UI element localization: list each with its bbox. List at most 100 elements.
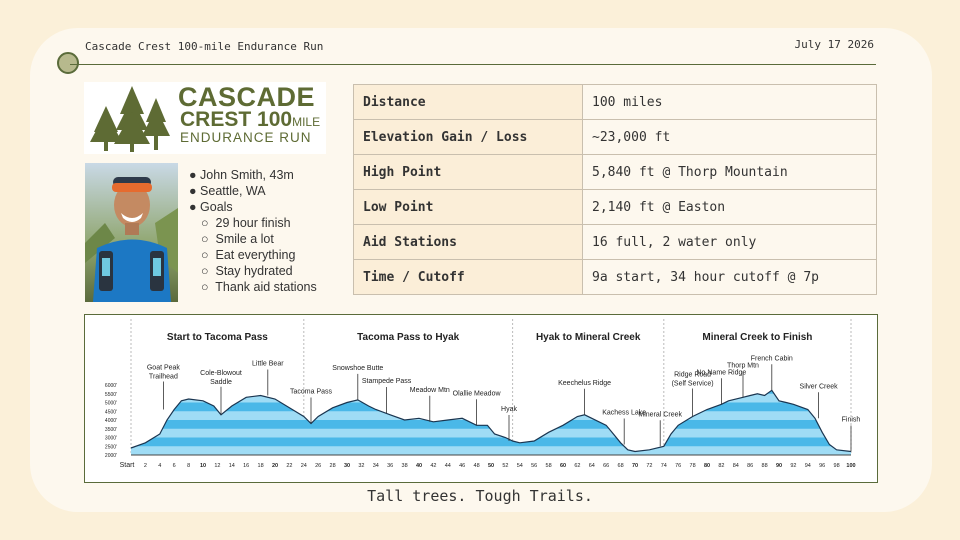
x-tick-label: 58 bbox=[546, 463, 552, 469]
profile-band bbox=[131, 411, 851, 420]
y-tick-label: 6000' bbox=[105, 383, 117, 389]
x-tick-label: 6 bbox=[173, 463, 176, 469]
profile-band bbox=[131, 428, 851, 438]
annotation-label: Silver Creek bbox=[800, 383, 839, 390]
x-tick-label: 78 bbox=[690, 463, 696, 469]
race-stats-table: Distance 100 miles Elevation Gain / Loss ~… bbox=[353, 84, 877, 295]
stat-value: 9a start, 34 hour cutoff @ 7p bbox=[582, 259, 877, 295]
x-tick-label: 90 bbox=[776, 463, 782, 469]
y-tick-label: 4000' bbox=[105, 418, 117, 424]
x-tick-label: 82 bbox=[718, 463, 724, 469]
stat-label: Elevation Gain / Loss bbox=[353, 119, 583, 155]
annotation-label: No Name Ridge bbox=[696, 369, 746, 376]
annotation-label: Mineral Creek bbox=[638, 411, 682, 418]
x-tick-label: 66 bbox=[603, 463, 609, 469]
x-tick-label: 36 bbox=[387, 463, 393, 469]
y-tick-label: 2500' bbox=[105, 444, 117, 450]
x-tick-label: 8 bbox=[187, 463, 190, 469]
header-date: July 17 2026 bbox=[794, 38, 874, 51]
section-heading: Tacoma Pass to Hyak bbox=[357, 332, 460, 343]
x-tick-label: 100 bbox=[846, 463, 855, 469]
annotation-label: Trailhead bbox=[149, 374, 178, 381]
annotation-label: Cole-Blowout bbox=[200, 370, 242, 377]
x-tick-label: 94 bbox=[805, 463, 811, 469]
x-tick-label: 84 bbox=[733, 463, 739, 469]
annotation-label: Little Bear bbox=[252, 361, 284, 368]
table-row: Low Point 2,140 ft @ Easton bbox=[353, 189, 877, 225]
annotation-label: (Self Service) bbox=[672, 381, 714, 388]
stat-value: 5,840 ft @ Thorp Mountain bbox=[582, 154, 877, 190]
annotation-label: Keechelus Ridge bbox=[558, 380, 611, 387]
x-tick-label: 38 bbox=[402, 463, 408, 469]
x-tick-label: 42 bbox=[430, 463, 436, 469]
trees-logo-icon bbox=[90, 86, 170, 152]
table-row: Aid Stations 16 full, 2 water only bbox=[353, 224, 877, 260]
runner-name: ● John Smith, 43m bbox=[189, 168, 294, 182]
annotation-label: Meadow Mtn bbox=[410, 387, 450, 394]
tagline: Tall trees. Tough Trails. bbox=[367, 487, 593, 505]
section-heading: Hyak to Mineral Creek bbox=[536, 332, 641, 343]
annotation-label: Ridge Road bbox=[674, 372, 711, 379]
stat-value: ~23,000 ft bbox=[582, 119, 877, 155]
annotation-label: Kachess Lake bbox=[602, 410, 646, 417]
stat-label: Time / Cutoff bbox=[353, 259, 583, 295]
table-row: High Point 5,840 ft @ Thorp Mountain bbox=[353, 154, 877, 190]
logo-100: 100 bbox=[257, 108, 293, 131]
x-tick-label: 60 bbox=[560, 463, 566, 469]
goal-item: ○ Eat everything bbox=[201, 248, 296, 262]
goal-item: ○ 29 hour finish bbox=[201, 216, 291, 230]
y-tick-label: 5000' bbox=[105, 401, 117, 407]
x-tick-label: 62 bbox=[574, 463, 580, 469]
annotation-label: Saddle bbox=[210, 379, 232, 386]
y-tick-label: 5500' bbox=[105, 392, 117, 398]
x-tick-label: 2 bbox=[144, 463, 147, 469]
runner-photo bbox=[85, 163, 178, 302]
x-tick-label: 96 bbox=[819, 463, 825, 469]
stat-value: 100 miles bbox=[582, 84, 877, 120]
goal-item: ○ Thank aid stations bbox=[201, 280, 317, 294]
annotation-label: Olallie Meadow bbox=[453, 390, 502, 397]
profile-area bbox=[131, 390, 851, 455]
annotation-label: Snowshoe Butte bbox=[332, 365, 383, 372]
logo-line2: CREST 100MILE bbox=[180, 108, 320, 132]
x-tick-label: 4 bbox=[158, 463, 161, 469]
runner-info: ● John Smith, 43m ● Seattle, WA ● Goals … bbox=[189, 167, 317, 295]
x-tick-label: 88 bbox=[762, 463, 768, 469]
runner-location: ● Seattle, WA bbox=[189, 184, 266, 198]
y-tick-label: 3500' bbox=[105, 427, 117, 433]
x-tick-label: 70 bbox=[632, 463, 638, 469]
x-tick-label: 92 bbox=[790, 463, 796, 469]
x-tick-label: 34 bbox=[373, 463, 379, 469]
x-tick-label: 18 bbox=[258, 463, 264, 469]
x-tick-label: 10 bbox=[200, 463, 206, 469]
logo-mile: MILE bbox=[292, 115, 321, 129]
x-tick-label: 50 bbox=[488, 463, 494, 469]
annotation-label: Goat Peak bbox=[147, 365, 181, 372]
x-tick-label: 28 bbox=[330, 463, 336, 469]
x-tick-label: 26 bbox=[315, 463, 321, 469]
logo-line1: CASCADE bbox=[178, 82, 316, 112]
x-tick-label: 48 bbox=[474, 463, 480, 469]
goal-item: ○ Stay hydrated bbox=[201, 264, 293, 278]
stat-label: High Point bbox=[353, 154, 583, 190]
elevation-profile-svg: Start to Tacoma Pass Tacoma Pass to Hyak H… bbox=[105, 319, 860, 469]
annotation-label: Stampede Pass bbox=[362, 378, 412, 385]
x-tick-label: 56 bbox=[531, 463, 537, 469]
stat-label: Low Point bbox=[353, 189, 583, 225]
logo-crest: CREST bbox=[180, 108, 252, 131]
table-row: Time / Cutoff 9a start, 34 hour cutoff @ … bbox=[353, 259, 877, 295]
x-tick-label: 46 bbox=[459, 463, 465, 469]
x-tick-label: 68 bbox=[618, 463, 624, 469]
header-title: Cascade Crest 100-mile Endurance Run bbox=[85, 40, 324, 53]
table-row: Distance 100 miles bbox=[353, 84, 877, 120]
x-tick-label: 52 bbox=[502, 463, 508, 469]
x-tick-label: 80 bbox=[704, 463, 710, 469]
x-tick-label: 74 bbox=[661, 463, 667, 469]
profile-line bbox=[130, 389, 852, 453]
stat-label: Aid Stations bbox=[353, 224, 583, 260]
x-tick-label: 54 bbox=[517, 463, 523, 469]
logo-line3: ENDURANCE RUN bbox=[180, 130, 312, 145]
x-tick-label: 12 bbox=[214, 463, 220, 469]
x-tick-label: 64 bbox=[589, 463, 595, 469]
annotation-label: Thorp Mtn bbox=[727, 362, 759, 369]
